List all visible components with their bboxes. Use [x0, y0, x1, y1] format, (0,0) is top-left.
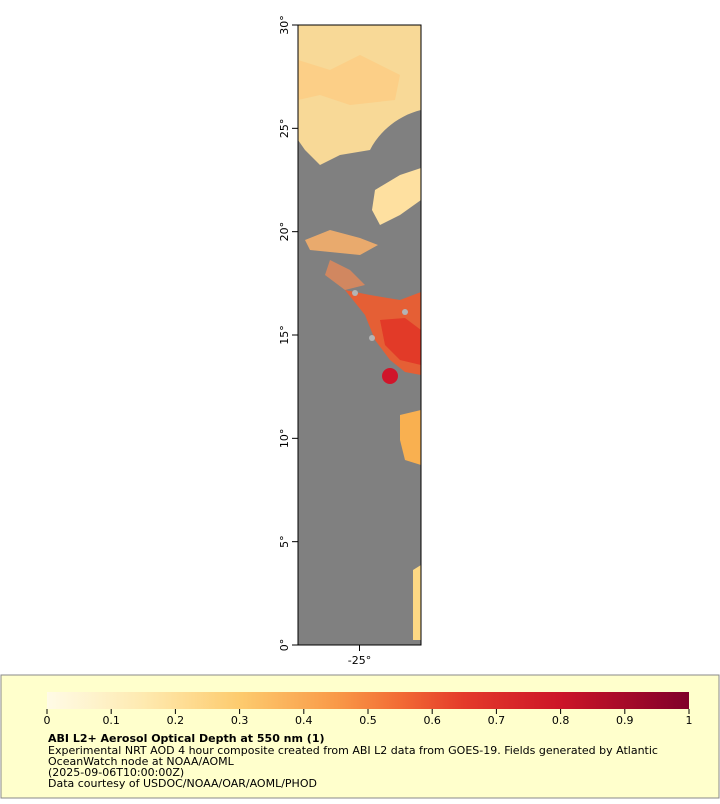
colorbar-tick-label: 0.5: [359, 714, 377, 727]
colorbar-tick-label: 0: [44, 714, 51, 727]
legend-line: (2025-09-06T10:00:00Z): [48, 766, 184, 779]
y-tick-label: 10°: [278, 429, 291, 449]
legend-line: Experimental NRT AOD 4 hour composite cr…: [48, 744, 658, 757]
legend-line: Data courtesy of USDOC/NOAA/OAR/AOML/PHO…: [48, 777, 317, 790]
colorbar-tick-label: 0.7: [488, 714, 506, 727]
y-tick-label: 0°: [278, 639, 291, 652]
colorbar-tick-label: 0.9: [616, 714, 634, 727]
y-tick-label: 5°: [278, 535, 291, 548]
legend-line: OceanWatch node at NOAA/AOML: [48, 755, 235, 768]
colorbar-tick-label: 0.2: [167, 714, 185, 727]
map: [297, 24, 422, 646]
x-tick-label: -25°: [348, 654, 371, 667]
y-tick-label: 20°: [278, 222, 291, 242]
colorbar-tick-label: 0.4: [295, 714, 313, 727]
colorbar-tick-label: 0.6: [423, 714, 441, 727]
y-tick-label: 30°: [278, 15, 291, 35]
y-tick-label: 25°: [278, 119, 291, 139]
legend-panel: ABI L2+ Aerosol Optical Depth at 550 nm …: [0, 674, 720, 799]
aerosol-field: [298, 25, 421, 640]
colorbar-tick-label: 1: [686, 714, 693, 727]
colorbar-tick-label: 0.1: [102, 714, 120, 727]
colorbar: [47, 692, 689, 709]
colorbar-tick-label: 0.3: [231, 714, 249, 727]
colorbar-tick-label: 0.8: [552, 714, 570, 727]
legend-title: ABI L2+ Aerosol Optical Depth at 550 nm …: [48, 732, 325, 745]
y-tick-label: 15°: [278, 325, 291, 345]
